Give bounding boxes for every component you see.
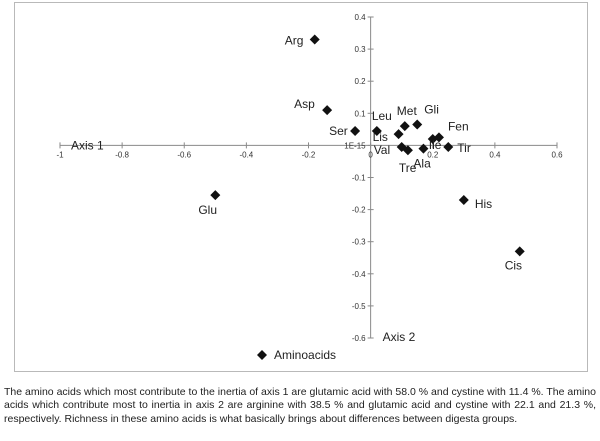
- x-tick-label: 0.4: [489, 150, 501, 159]
- point-label-ser: Ser: [329, 124, 348, 138]
- point-marker-fen: [433, 132, 444, 143]
- point-label-ala: Ala: [413, 157, 431, 171]
- y-axis-title: Axis 2: [383, 330, 416, 344]
- x-tick-label: -1: [56, 150, 64, 159]
- point-marker-tir: [443, 142, 454, 153]
- point-label-tir: Tir: [457, 141, 471, 155]
- point-label-tre: Tre: [399, 161, 417, 175]
- point-label-arg: Arg: [285, 33, 304, 47]
- y-tick-label: -0.3: [352, 238, 366, 247]
- point-marker-leu: [371, 125, 382, 136]
- point-marker-lis: [393, 129, 404, 140]
- x-tick-label: -0.6: [177, 150, 191, 159]
- point-label-met: Met: [397, 104, 418, 118]
- point-label-his: His: [475, 197, 492, 211]
- point-label-val: Val: [374, 143, 390, 157]
- point-label-glu: Glu: [198, 203, 217, 217]
- point-marker-tre: [402, 145, 413, 156]
- point-marker-asp: [322, 105, 333, 116]
- point-label-lis: Lis: [373, 130, 388, 144]
- chart-frame: -1 -0.8 -0.6 -0.4 -0.2 0 0.2 0.4 0.6 -0.6 -0.5 -0.4…: [14, 2, 588, 372]
- y-tick-label: 0.4: [355, 13, 367, 22]
- y-tick-label: -0.6: [352, 334, 366, 343]
- point-label-gli: Gli: [424, 103, 439, 117]
- x-tick-label: 0: [368, 150, 373, 159]
- scatter-plot: -1 -0.8 -0.6 -0.4 -0.2 0 0.2 0.4 0.6 -0.6 -0.5 -0.4…: [56, 13, 563, 362]
- x-tick-label: 0.6: [551, 150, 563, 159]
- y-tick-label: -0.5: [352, 302, 366, 311]
- point-marker-arg: [309, 34, 320, 45]
- y-tick-label: 1E-15: [344, 141, 366, 150]
- legend-marker: [257, 350, 267, 360]
- point-label-asp: Asp: [294, 97, 315, 111]
- x-tick-label: -0.2: [302, 150, 316, 159]
- point-marker-his: [458, 194, 469, 205]
- y-tick-label: -0.4: [352, 270, 366, 279]
- y-tick-label: -0.2: [352, 206, 366, 215]
- point-marker-glu: [210, 190, 221, 201]
- point-label-leu: Leu: [372, 109, 392, 123]
- y-tick-label: 0.1: [355, 109, 367, 118]
- x-tick-label: 0.2: [427, 150, 439, 159]
- point-marker-ala: [418, 143, 429, 154]
- point-marker-cis: [514, 246, 525, 257]
- point-marker-gli: [412, 119, 423, 130]
- y-tick-label: -0.1: [352, 174, 366, 183]
- point-label-cis: Cis: [505, 258, 522, 272]
- point-marker-ser: [350, 125, 361, 136]
- y-tick-label: 0.3: [355, 45, 367, 54]
- legend-label: Aminoacids: [274, 348, 336, 362]
- x-tick-label: -0.8: [115, 150, 129, 159]
- x-tick-label: -0.4: [239, 150, 253, 159]
- point-marker-met: [399, 121, 410, 132]
- point-label-fen: Fen: [448, 119, 469, 133]
- figure-caption: The amino acids which most contribute to…: [4, 386, 596, 425]
- x-axis-title: Axis 1: [71, 138, 104, 152]
- y-tick-label: 0.2: [355, 77, 367, 86]
